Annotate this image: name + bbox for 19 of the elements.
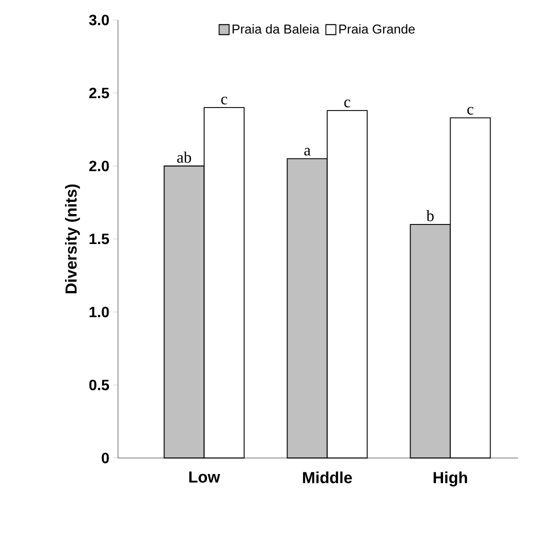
y-tick-label: 3.0 <box>89 14 109 26</box>
legend-label: Praia Grande <box>339 24 415 34</box>
x-tick-label: Low <box>189 472 220 483</box>
y-tick-label: 2.0 <box>89 160 109 172</box>
annotation: a <box>304 148 311 156</box>
annotation: c <box>221 96 228 104</box>
x-tick-label: Middle <box>303 472 352 484</box>
y-tick-label: 0.5 <box>89 380 110 390</box>
annotation: ab <box>177 152 192 163</box>
y-tick-label: 2.5 <box>89 88 110 98</box>
x-tick-label: High <box>434 472 468 486</box>
annotation: b <box>426 210 434 222</box>
y-tick-label: 0 <box>102 452 109 464</box>
y-axis-title: Diversity (nits) <box>65 184 80 294</box>
y-tick-label: 1.5 <box>90 234 110 244</box>
legend-label: Praia da Baleia <box>232 24 320 34</box>
y-tick-label: 1.0 <box>90 306 109 318</box>
annotation: c <box>344 100 350 108</box>
annotation: c <box>467 106 474 115</box>
